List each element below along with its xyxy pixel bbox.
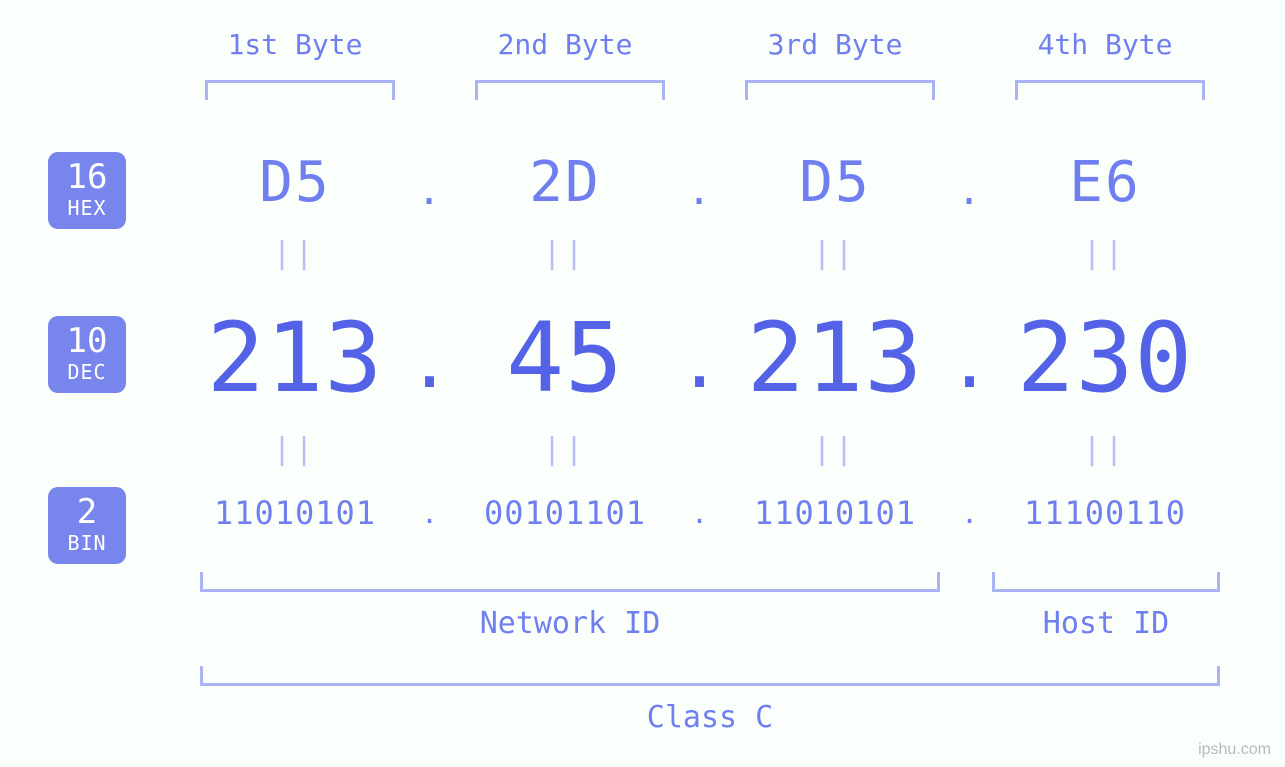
badge-bin-number: 2 (48, 495, 126, 531)
badge-bin-label: BIN (48, 533, 126, 554)
bracket-class (200, 666, 1220, 686)
watermark: ipshu.com (1198, 741, 1271, 759)
badge-hex-label: HEX (48, 198, 126, 219)
dec-byte-4: 230 (995, 302, 1215, 414)
class-label: Class C (200, 700, 1220, 735)
network-id-label: Network ID (200, 606, 940, 641)
equals-row-hex-dec: || || || || (185, 236, 1245, 271)
equals-row-dec-bin: || || || || (185, 432, 1245, 467)
hex-byte-2: 2D (455, 150, 675, 215)
bin-byte-3: 11010101 (725, 494, 945, 532)
bin-byte-4: 11100110 (995, 494, 1215, 532)
bracket-host-id (992, 572, 1220, 592)
bracket-byte-3 (745, 80, 935, 100)
hex-byte-4: E6 (995, 150, 1215, 215)
equals-5: || (185, 432, 405, 467)
dec-dot-1: . (405, 320, 455, 404)
byte-label-1: 1st Byte (215, 28, 375, 61)
equals-3: || (725, 236, 945, 271)
bin-row: 11010101 . 00101101 . 11010101 . 1110011… (185, 494, 1245, 532)
badge-dec-label: DEC (48, 362, 126, 383)
bin-byte-1: 11010101 (185, 494, 405, 532)
hex-byte-3: D5 (725, 150, 945, 215)
bracket-byte-2 (475, 80, 665, 100)
bracket-network-id (200, 572, 940, 592)
host-id-label: Host ID (992, 606, 1220, 641)
equals-2: || (455, 236, 675, 271)
hex-dot-1: . (405, 168, 455, 214)
hex-byte-1: D5 (185, 150, 405, 215)
dec-byte-1: 213 (185, 302, 405, 414)
bin-dot-2: . (675, 497, 725, 530)
equals-6: || (455, 432, 675, 467)
badge-dec-number: 10 (48, 324, 126, 360)
byte-label-2: 2nd Byte (485, 28, 645, 61)
equals-8: || (995, 432, 1215, 467)
bin-dot-3: . (945, 497, 995, 530)
base-badge-bin: 2 BIN (48, 487, 126, 564)
dec-row: 213 . 45 . 213 . 230 (185, 302, 1245, 414)
bin-byte-2: 00101101 (455, 494, 675, 532)
badge-hex-number: 16 (48, 160, 126, 196)
base-badge-hex: 16 HEX (48, 152, 126, 229)
hex-dot-2: . (675, 168, 725, 214)
byte-label-3: 3rd Byte (755, 28, 915, 61)
dec-dot-3: . (945, 320, 995, 404)
equals-1: || (185, 236, 405, 271)
base-badge-dec: 10 DEC (48, 316, 126, 393)
bin-dot-1: . (405, 497, 455, 530)
dec-byte-3: 213 (725, 302, 945, 414)
equals-4: || (995, 236, 1215, 271)
dec-dot-2: . (675, 320, 725, 404)
equals-7: || (725, 432, 945, 467)
hex-row: D5 . 2D . D5 . E6 (185, 150, 1245, 215)
bracket-byte-4 (1015, 80, 1205, 100)
byte-label-4: 4th Byte (1025, 28, 1185, 61)
dec-byte-2: 45 (455, 302, 675, 414)
bracket-byte-1 (205, 80, 395, 100)
hex-dot-3: . (945, 168, 995, 214)
